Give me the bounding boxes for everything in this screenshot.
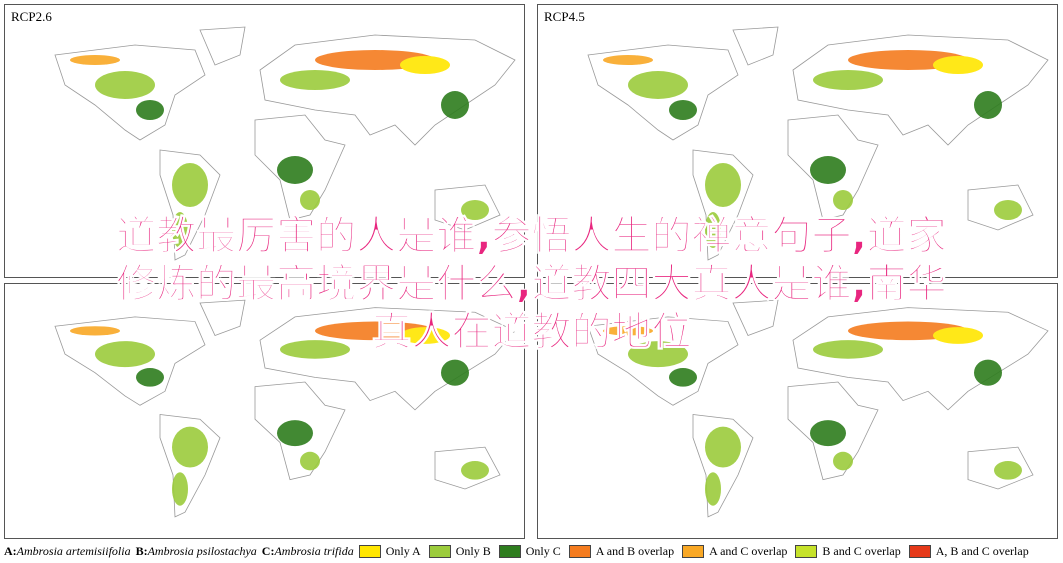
- map-panel: RCP4.5: [537, 4, 1058, 278]
- overlay-title: 道教最厉害的人是谁,参悟人生的禅意句子,道家 修炼的最高境界是什么,道教四大真人是…: [0, 212, 1063, 356]
- overlay-line: 道教最厉害的人是谁,参悟人生的禅意句子,道家: [116, 213, 947, 260]
- map-panel: [537, 283, 1058, 539]
- species-key: C:: [261, 543, 275, 558]
- species-name: Ambrosia psilostachya: [147, 543, 257, 558]
- legend-entry: Only B: [428, 543, 491, 559]
- legend-label: A and C overlap: [709, 543, 788, 558]
- species-key: A:: [4, 543, 17, 558]
- legend-entry: A and B overlap: [568, 543, 675, 559]
- legend-label: Only C: [525, 543, 561, 558]
- legend-swatch: [682, 544, 705, 558]
- species-name: Ambrosia artemisiifolia: [16, 543, 131, 558]
- species-key: B:: [135, 543, 148, 558]
- legend-swatch: [908, 544, 931, 558]
- legend-swatch: [498, 544, 521, 558]
- overlay-line: 修炼的最高境界是什么,道教四大真人是谁,南华: [116, 261, 947, 308]
- species-name: Ambrosia trifida: [274, 543, 354, 558]
- legend: A: Ambrosia artemisiifolia B: Ambrosia psil…: [4, 541, 1037, 561]
- legend-swatch: [795, 544, 818, 558]
- legend-label: A, B and C overlap: [935, 543, 1029, 558]
- panel-label: RCP4.5: [544, 9, 585, 24]
- legend-entry: B and C overlap: [795, 543, 901, 559]
- legend-entry: Only C: [498, 543, 561, 559]
- overlay-line: 真人在道教的地位: [371, 309, 692, 356]
- map-panel: RCP2.6: [4, 4, 525, 278]
- legend-swatch: [358, 544, 381, 558]
- legend-swatch: [428, 544, 451, 558]
- legend-label: Only A: [385, 543, 421, 558]
- legend-entry: Only A: [358, 543, 421, 559]
- legend-entry: A, B and C overlap: [908, 543, 1029, 559]
- legend-label: A and B overlap: [595, 543, 675, 558]
- legend-label: Only B: [455, 543, 491, 558]
- legend-label: B and C overlap: [822, 543, 901, 558]
- legend-swatch: [568, 544, 591, 558]
- legend-entry: A and C overlap: [682, 544, 787, 559]
- map-panel: [4, 283, 525, 539]
- panel-label: RCP2.6: [11, 9, 52, 24]
